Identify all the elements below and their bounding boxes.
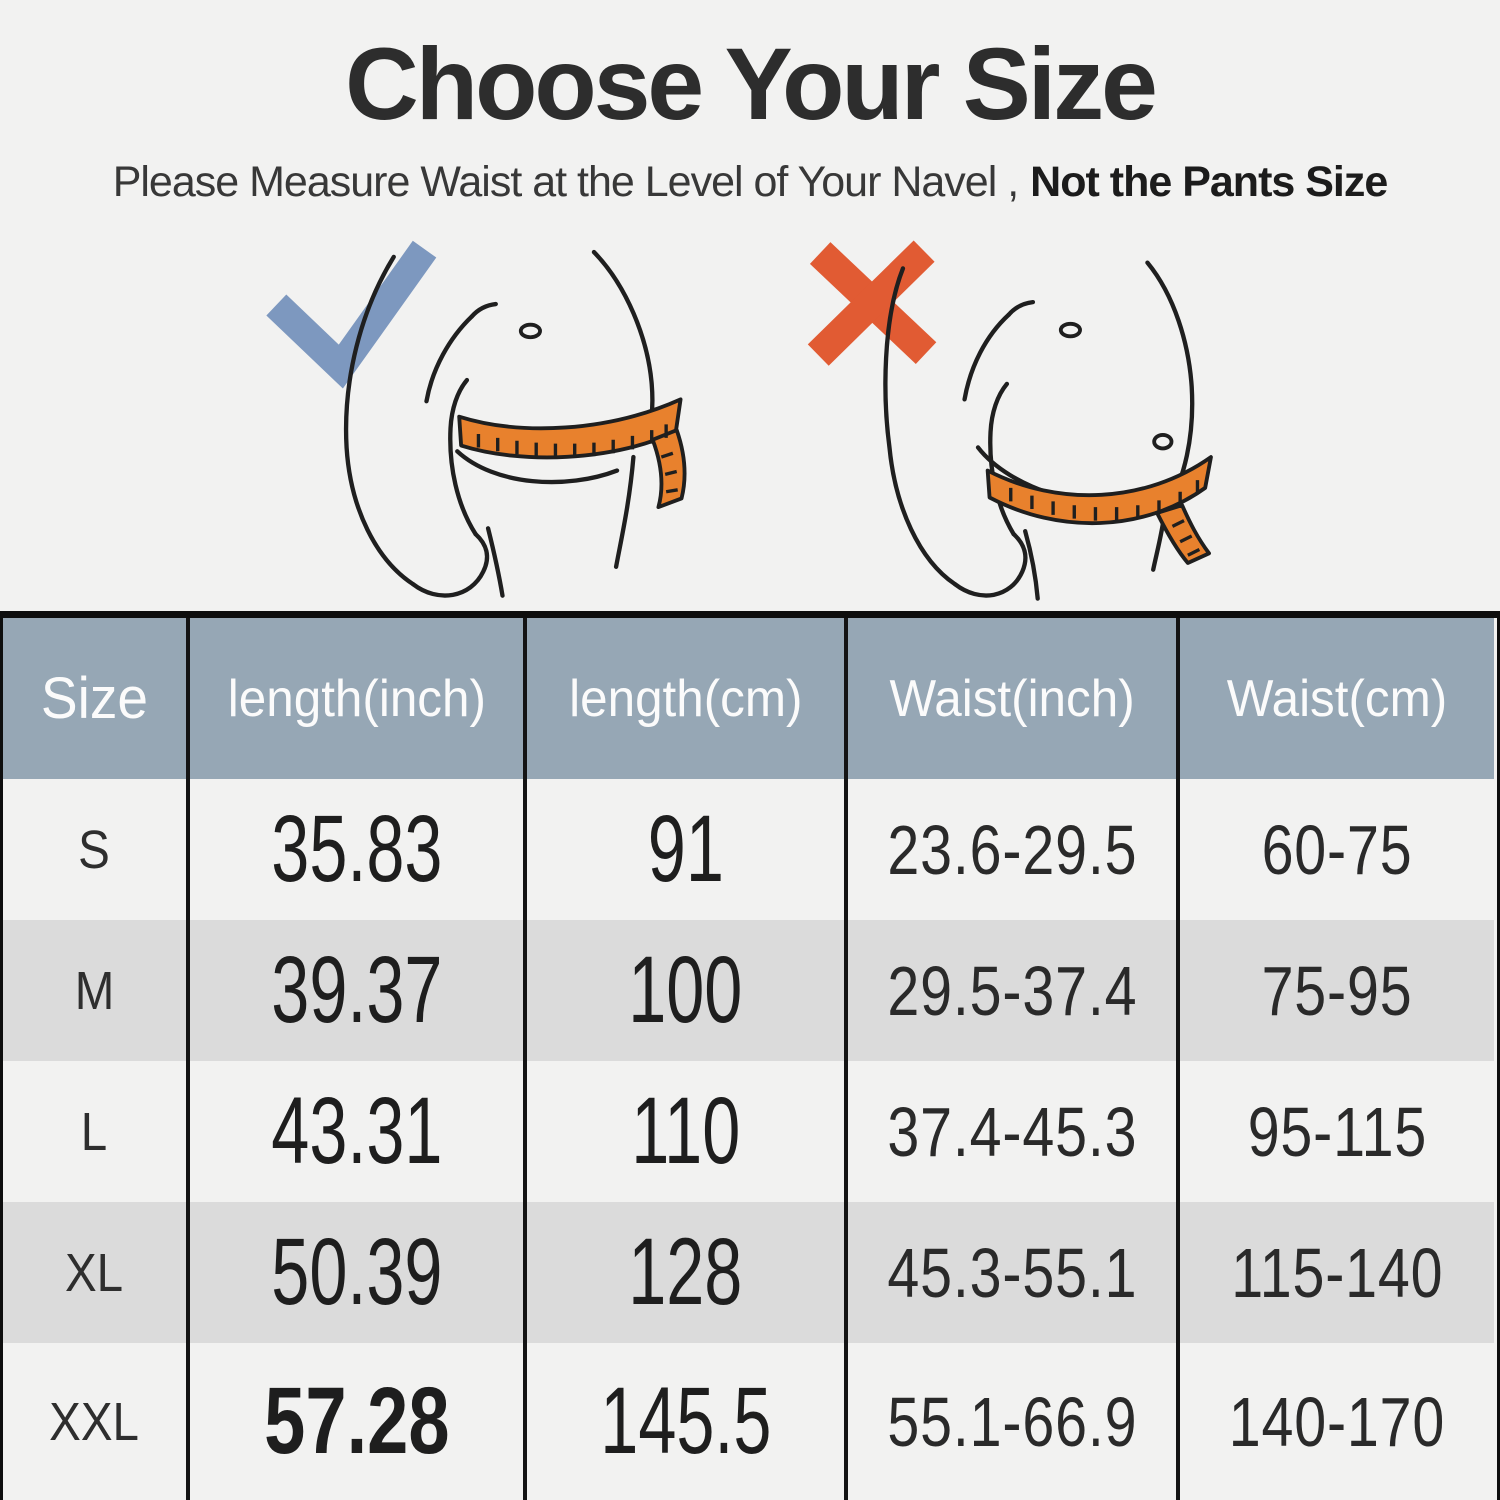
table-row-l-size: L [3,1061,190,1202]
table-row-xl-size: XL [3,1202,190,1343]
column-header-waist-cm: Waist(cm) [1180,618,1494,779]
table-row-s-waist-cm: 60-75 [1180,779,1494,920]
table-row-m-waist-cm: 75-95 [1180,920,1494,1061]
measuring-tape-icon [457,397,687,510]
measuring-tape-icon [985,455,1213,565]
page-subtitle: Please Measure Waist at the Level of You… [0,158,1500,207]
column-header-waist-inch: Waist(inch) [848,618,1180,779]
table-row-xxl-waist-cm: 140-170 [1180,1343,1494,1500]
figure-wrong-measurement [770,228,1290,613]
table-row-s-length-cm: 91 [527,779,848,920]
table-row-l-length-inch: 43.31 [190,1061,527,1202]
table-row-xxl-waist-inch: 55.1-66.9 [848,1343,1180,1500]
subtitle-regular: Please Measure Waist at the Level of You… [112,158,1019,206]
body-outline [343,249,655,598]
figure-correct-measurement [240,228,740,613]
table-row-xxl-size: XXL [3,1343,190,1500]
navel-dot [1058,321,1082,339]
measurement-illustrations [0,228,1500,613]
torso-illustration-wrong [807,240,1213,601]
table-row-s-waist-inch: 23.6-29.5 [848,779,1180,920]
navel-dot [518,322,542,340]
column-header-length-cm: length(cm) [527,618,848,779]
table-row-s-size: S [3,779,190,920]
table-row-xxl-length-inch: 57.28 [190,1343,527,1500]
column-header-size: Size [3,618,190,779]
table-row-m-waist-inch: 29.5-37.4 [848,920,1180,1061]
navel-dot-low [1152,433,1174,451]
table-row-m-length-inch: 39.37 [190,920,527,1061]
table-row-l-waist-cm: 95-115 [1180,1061,1494,1202]
table-row-l-length-cm: 110 [527,1061,848,1202]
subtitle-bold: Not the Pants Size [1030,158,1388,206]
table-row-xl-waist-inch: 45.3-55.1 [848,1202,1180,1343]
table-row-xl-length-cm: 128 [527,1202,848,1343]
table-row-xl-waist-cm: 115-140 [1180,1202,1494,1343]
body-outline [883,260,1195,601]
torso-illustration-correct [266,240,687,598]
x-icon [807,240,937,366]
check-icon [266,240,437,389]
table-row-l-waist-inch: 37.4-45.3 [848,1061,1180,1202]
table-row-xxl-length-cm: 145.5 [527,1343,848,1500]
size-chart-table: Size length(inch) length(cm) Waist(inch)… [0,611,1500,1500]
table-row-m-size: M [3,920,190,1061]
column-header-length-inch: length(inch) [190,618,527,779]
page-title: Choose Your Size [345,27,1158,141]
table-row-m-length-cm: 100 [527,920,848,1061]
table-row-s-length-inch: 35.83 [190,779,527,920]
table-row-xl-length-inch: 50.39 [190,1202,527,1343]
